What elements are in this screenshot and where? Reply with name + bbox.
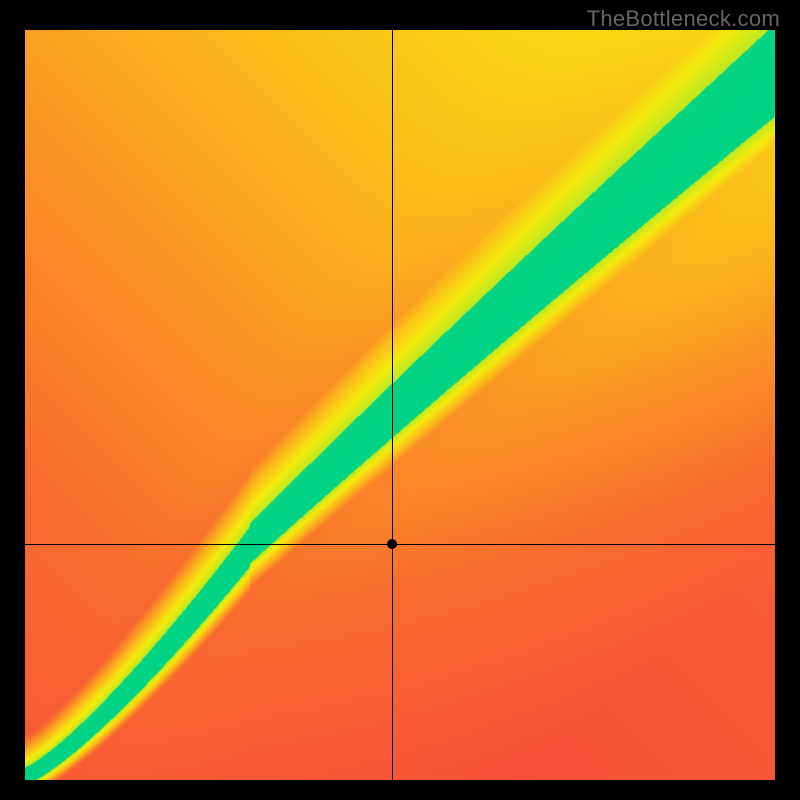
- figure-root: TheBottleneck.com: [0, 0, 800, 800]
- crosshair-horizontal: [25, 544, 775, 545]
- marker-dot: [387, 539, 397, 549]
- watermark-text: TheBottleneck.com: [587, 6, 780, 32]
- heatmap-canvas: [25, 30, 775, 780]
- heatmap-plot: [25, 30, 775, 780]
- crosshair-vertical: [392, 30, 393, 780]
